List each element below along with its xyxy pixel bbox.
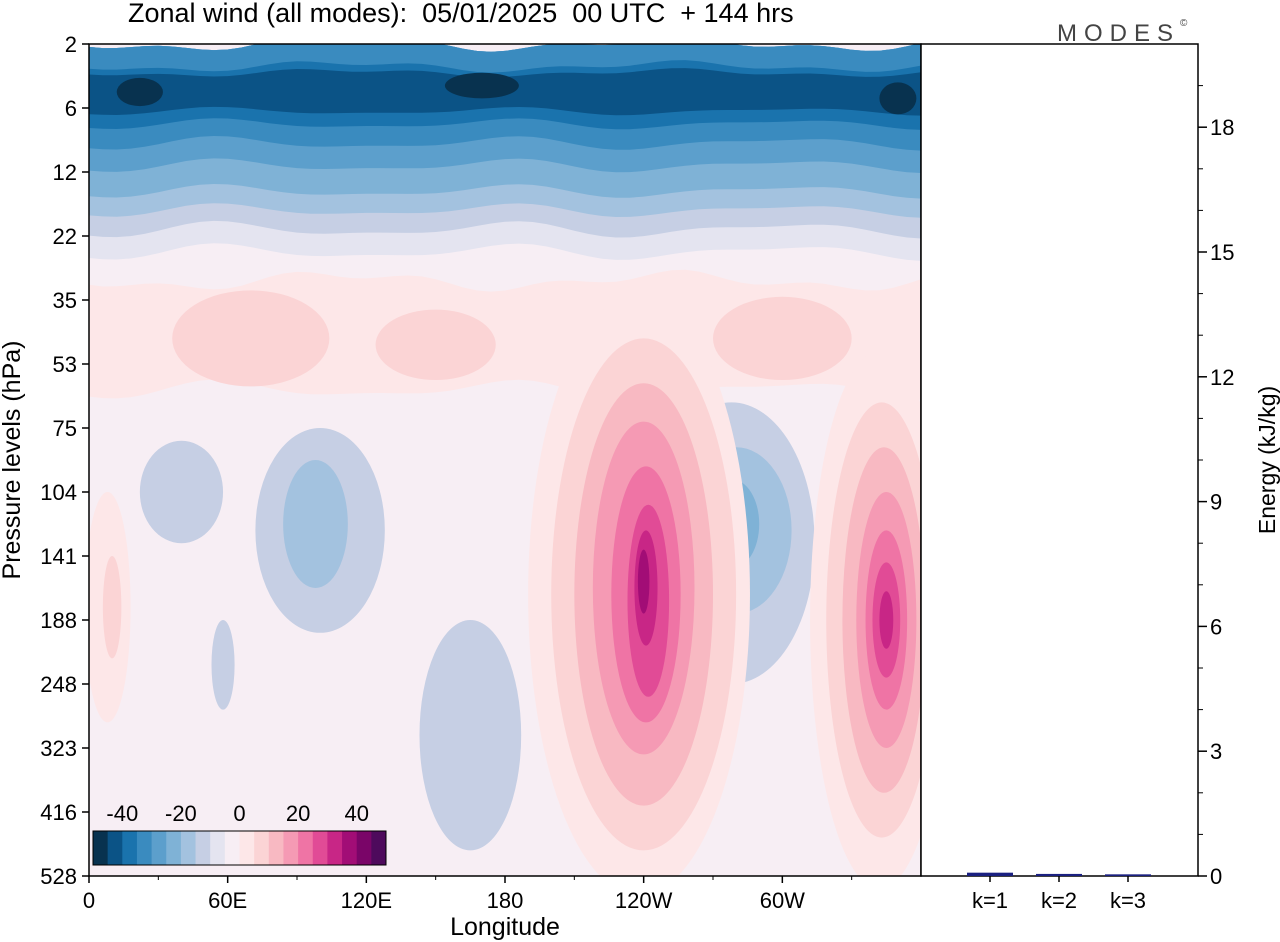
- copyright-mark: ©: [1180, 18, 1188, 29]
- colorbar-swatch: [239, 831, 255, 865]
- colorbar-swatch: [327, 831, 343, 865]
- modes-logo: MODES©: [1057, 18, 1188, 48]
- x-tick-label: 120E: [341, 888, 392, 913]
- y-tick-label: 104: [40, 480, 77, 505]
- westerly-patch-10: [713, 296, 852, 380]
- easterly-core-45: [444, 72, 519, 99]
- easterly-pocket-15: [283, 460, 348, 588]
- colorbar-swatch: [151, 831, 167, 865]
- colorbar-swatch: [312, 831, 328, 865]
- colorbar-frame: [92, 830, 387, 866]
- energy-x-tick-label: k=3: [1110, 888, 1146, 913]
- x-tick-label: 180: [487, 888, 524, 913]
- y-tick-label: 416: [40, 800, 77, 825]
- y-tick-label: 323: [40, 736, 77, 761]
- energy-x-tick-label: k=2: [1041, 888, 1077, 913]
- logo-text: MODES: [1057, 20, 1181, 47]
- colorbar-swatch: [122, 831, 138, 865]
- colorbar-swatch: [283, 831, 299, 865]
- colorbar: -40 -20 0 20 40: [92, 801, 387, 866]
- easterly-pocket-10: [211, 620, 235, 710]
- energy-bar-k=1: [967, 872, 1013, 876]
- colorbar-swatch: [254, 831, 270, 865]
- energy-bar-chart: k=1 k=2 k=3 0 3 6 9 12 15 18: [920, 43, 1234, 913]
- energy-axis-label: Energy (kJ/kg): [1254, 386, 1280, 534]
- energy-bar-k=2: [1036, 873, 1082, 876]
- colorbar-swatch: [107, 831, 123, 865]
- x-tick-label: 120W: [615, 888, 673, 913]
- colorbar-swatch: [298, 831, 314, 865]
- colorbar-swatch: [166, 831, 182, 865]
- colorbar-label: 20: [286, 801, 310, 826]
- y-tick-label: 12: [53, 160, 77, 185]
- colorbar-label: -20: [165, 801, 197, 826]
- colorbar-swatch: [356, 831, 372, 865]
- colorbar-swatch: [195, 831, 211, 865]
- energy-y-tick-label: 15: [1210, 240, 1234, 265]
- easterly-pocket-10: [139, 440, 224, 544]
- y-tick-label: 35: [53, 288, 77, 313]
- y-tick-label: 22: [53, 224, 77, 249]
- westerly-patch-10: [375, 309, 496, 380]
- westerly-jet-a: [637, 549, 650, 614]
- y-tick-label: 2: [65, 32, 77, 57]
- energy-frame: [920, 43, 1199, 877]
- y-tick-label: 6: [65, 96, 77, 121]
- easterly-core-45: [116, 77, 163, 107]
- easterly-core-45: [879, 82, 917, 115]
- colorbar-label: 0: [233, 801, 245, 826]
- y-tick-label: 528: [40, 864, 77, 889]
- westerly-patch-10: [172, 290, 330, 387]
- energy-y-tick-label: 18: [1210, 115, 1234, 140]
- energy-bars: [967, 872, 1151, 876]
- y-axis-label: Pressure levels (hPa): [0, 341, 26, 580]
- y-tick-label: 53: [53, 352, 77, 377]
- energy-axes: k=1 k=2 k=3 0 3 6 9 12 15 18: [972, 85, 1234, 913]
- colorbar-swatch: [136, 831, 152, 865]
- energy-y-tick-label: 3: [1210, 739, 1222, 764]
- colorbar-label: -40: [106, 801, 138, 826]
- x-tick-label: 60E: [208, 888, 247, 913]
- energy-y-tick-label: 9: [1210, 490, 1222, 515]
- heatmap-plot: [88, 43, 922, 877]
- colorbar-swatch: [268, 831, 284, 865]
- colorbar-swatch: [371, 831, 387, 865]
- y-tick-label: 141: [40, 544, 77, 569]
- energy-x-tick-label: k=1: [972, 888, 1008, 913]
- x-tick-label: 60W: [760, 888, 805, 913]
- colorbar-label: 40: [344, 801, 368, 826]
- y-tick-label: 188: [40, 608, 77, 633]
- colorbar-swatch: [180, 831, 196, 865]
- energy-y-tick-label: 12: [1210, 365, 1234, 390]
- westerly-patch-10: [102, 556, 122, 659]
- x-axis-label: Longitude: [450, 913, 560, 941]
- y-tick-label: 248: [40, 672, 77, 697]
- colorbar-swatch: [93, 831, 109, 865]
- westerly-jet-b: [879, 591, 894, 649]
- energy-y-tick-label: 6: [1210, 614, 1222, 639]
- easterly-pocket-10: [419, 620, 522, 851]
- colorbar-swatch: [210, 831, 226, 865]
- chart-title: Zonal wind (all modes): 05/01/2025 00 UT…: [128, 0, 794, 28]
- y-tick-label: 75: [53, 416, 77, 441]
- colorbar-swatch: [224, 831, 240, 865]
- energy-y-tick-label: 0: [1210, 864, 1222, 889]
- heatmap-contours: [89, 44, 921, 876]
- colorbar-swatch: [342, 831, 358, 865]
- energy-bar-k=3: [1105, 874, 1151, 876]
- x-tick-label: 0: [83, 888, 95, 913]
